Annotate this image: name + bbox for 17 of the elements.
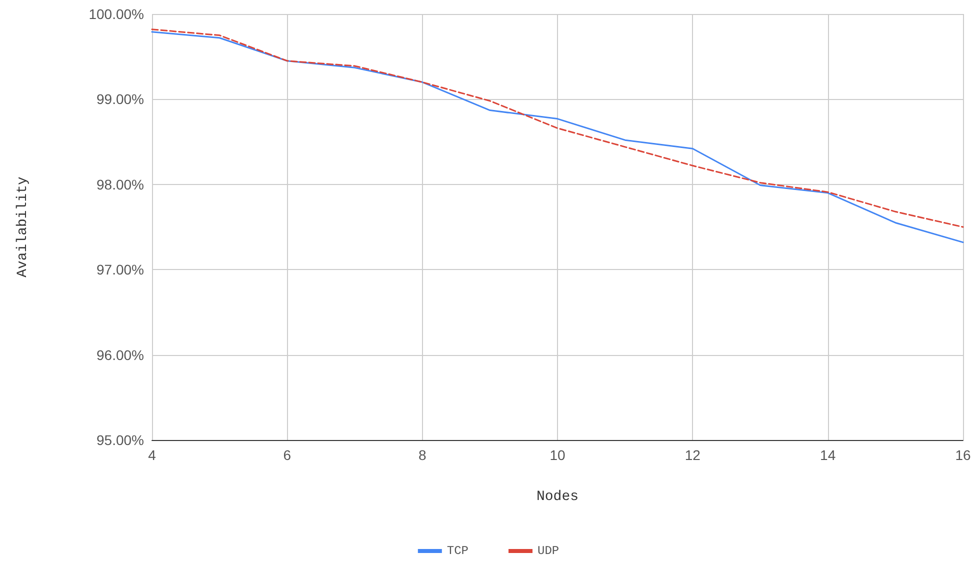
legend-label: TCP (446, 544, 469, 558)
x-tick-label: 14 (820, 447, 836, 463)
y-tick-label: 95.00% (96, 432, 144, 448)
y-tick-label: 99.00% (96, 91, 144, 108)
y-tick-label: 98.00% (96, 176, 144, 192)
y-tick-label: 100.00% (88, 6, 144, 22)
y-tick-label: 96.00% (96, 346, 144, 363)
x-tick-label: 10 (550, 447, 566, 463)
x-tick-label: 6 (283, 447, 292, 463)
x-tick-label: 4 (148, 447, 156, 463)
y-axis-title: Availability (15, 176, 31, 278)
x-tick-label: 16 (955, 447, 971, 463)
legend-label: UDP (538, 544, 560, 558)
x-tick-label: 12 (684, 447, 701, 463)
x-tick-label: 8 (418, 447, 426, 463)
x-axis-title: Nodes (536, 489, 579, 505)
y-tick-label: 97.00% (96, 262, 144, 278)
